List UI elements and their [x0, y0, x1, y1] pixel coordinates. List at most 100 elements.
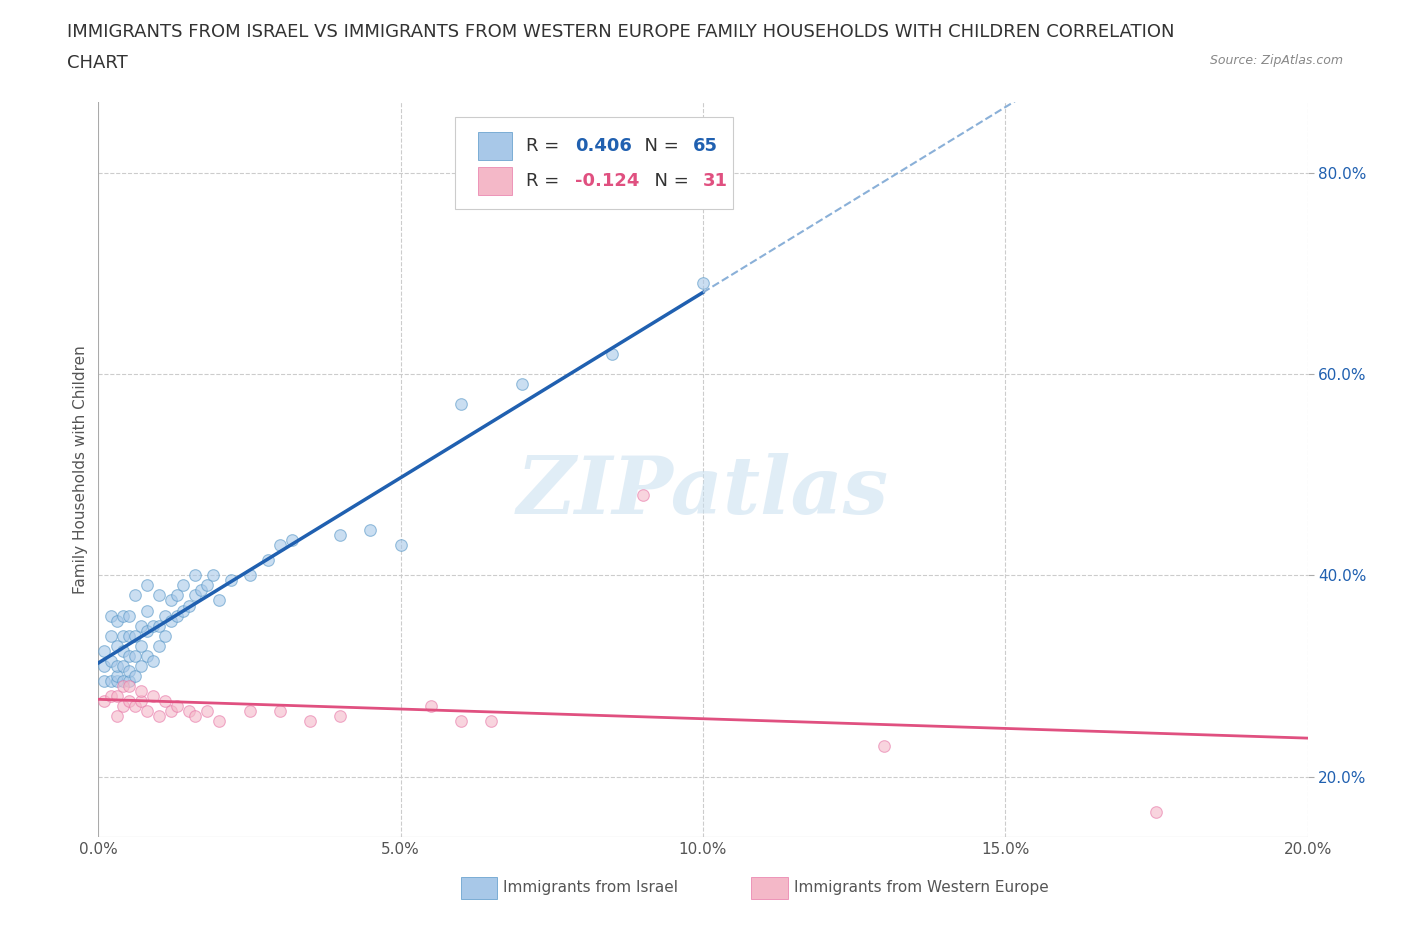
Text: Immigrants from Israel: Immigrants from Israel — [503, 880, 679, 896]
Point — [148, 709, 170, 724]
Point — [281, 533, 304, 548]
Point — [100, 654, 122, 669]
Point — [129, 694, 152, 709]
Point — [166, 608, 188, 623]
Point — [142, 688, 165, 703]
Point — [299, 714, 322, 729]
Point — [450, 397, 472, 412]
FancyBboxPatch shape — [456, 117, 734, 209]
Bar — [751, 877, 787, 898]
Point — [105, 658, 128, 673]
Text: ZIPatlas: ZIPatlas — [517, 453, 889, 530]
Point — [118, 694, 141, 709]
Point — [100, 673, 122, 688]
Point — [221, 573, 243, 588]
Point — [111, 698, 134, 713]
Point — [1144, 804, 1167, 819]
Point — [184, 588, 207, 603]
Point — [172, 578, 194, 592]
Point — [184, 568, 207, 583]
Point — [105, 688, 128, 703]
Bar — [478, 167, 512, 195]
Point — [105, 638, 128, 653]
Point — [420, 698, 443, 713]
Point — [153, 694, 176, 709]
Point — [481, 714, 503, 729]
Point — [93, 694, 115, 709]
Text: 0.406: 0.406 — [575, 137, 631, 154]
Text: N =: N = — [633, 137, 685, 154]
Point — [602, 347, 624, 362]
Point — [111, 644, 134, 658]
Point — [135, 704, 157, 719]
Point — [179, 704, 201, 719]
Text: -0.124: -0.124 — [575, 172, 640, 190]
Point — [93, 644, 115, 658]
Point — [100, 608, 122, 623]
Point — [111, 673, 134, 688]
Point — [100, 629, 122, 644]
Point — [118, 679, 141, 694]
Bar — [461, 877, 498, 898]
Point — [329, 709, 352, 724]
Point — [148, 588, 170, 603]
Point — [111, 658, 134, 673]
Text: Source: ZipAtlas.com: Source: ZipAtlas.com — [1209, 54, 1343, 67]
Point — [124, 698, 146, 713]
Point — [172, 604, 194, 618]
Point — [269, 538, 291, 552]
Point — [135, 648, 157, 663]
Text: N =: N = — [643, 172, 695, 190]
Point — [269, 704, 291, 719]
Point — [153, 629, 176, 644]
Point — [166, 588, 188, 603]
Point — [93, 658, 115, 673]
Text: 65: 65 — [693, 137, 718, 154]
Point — [166, 698, 188, 713]
Point — [239, 704, 262, 719]
Point — [873, 739, 896, 754]
Point — [111, 608, 134, 623]
Point — [118, 648, 141, 663]
Point — [129, 658, 152, 673]
Text: IMMIGRANTS FROM ISRAEL VS IMMIGRANTS FROM WESTERN EUROPE FAMILY HOUSEHOLDS WITH : IMMIGRANTS FROM ISRAEL VS IMMIGRANTS FRO… — [67, 23, 1175, 41]
Point — [105, 613, 128, 628]
Point — [111, 679, 134, 694]
Point — [100, 688, 122, 703]
Point — [105, 673, 128, 688]
Point — [124, 648, 146, 663]
Point — [93, 673, 115, 688]
Point — [135, 623, 157, 638]
Point — [118, 673, 141, 688]
Point — [692, 276, 714, 291]
Text: CHART: CHART — [67, 54, 128, 72]
Point — [105, 669, 128, 684]
Point — [118, 629, 141, 644]
Point — [510, 377, 533, 392]
Point — [124, 629, 146, 644]
Point — [202, 568, 225, 583]
Point — [105, 709, 128, 724]
Text: R =: R = — [526, 172, 565, 190]
Point — [111, 629, 134, 644]
Point — [179, 598, 201, 613]
Point — [160, 593, 183, 608]
Text: R =: R = — [526, 137, 565, 154]
Point — [239, 568, 262, 583]
Point — [208, 593, 231, 608]
Point — [148, 638, 170, 653]
Point — [160, 704, 183, 719]
Point — [195, 704, 218, 719]
Point — [208, 714, 231, 729]
Point — [631, 487, 654, 502]
Point — [329, 527, 352, 542]
Point — [450, 714, 472, 729]
Point — [135, 578, 157, 592]
Point — [142, 654, 165, 669]
Text: Immigrants from Western Europe: Immigrants from Western Europe — [793, 880, 1049, 896]
Point — [360, 523, 382, 538]
Point — [135, 604, 157, 618]
Point — [142, 618, 165, 633]
Point — [129, 618, 152, 633]
Point — [190, 583, 212, 598]
